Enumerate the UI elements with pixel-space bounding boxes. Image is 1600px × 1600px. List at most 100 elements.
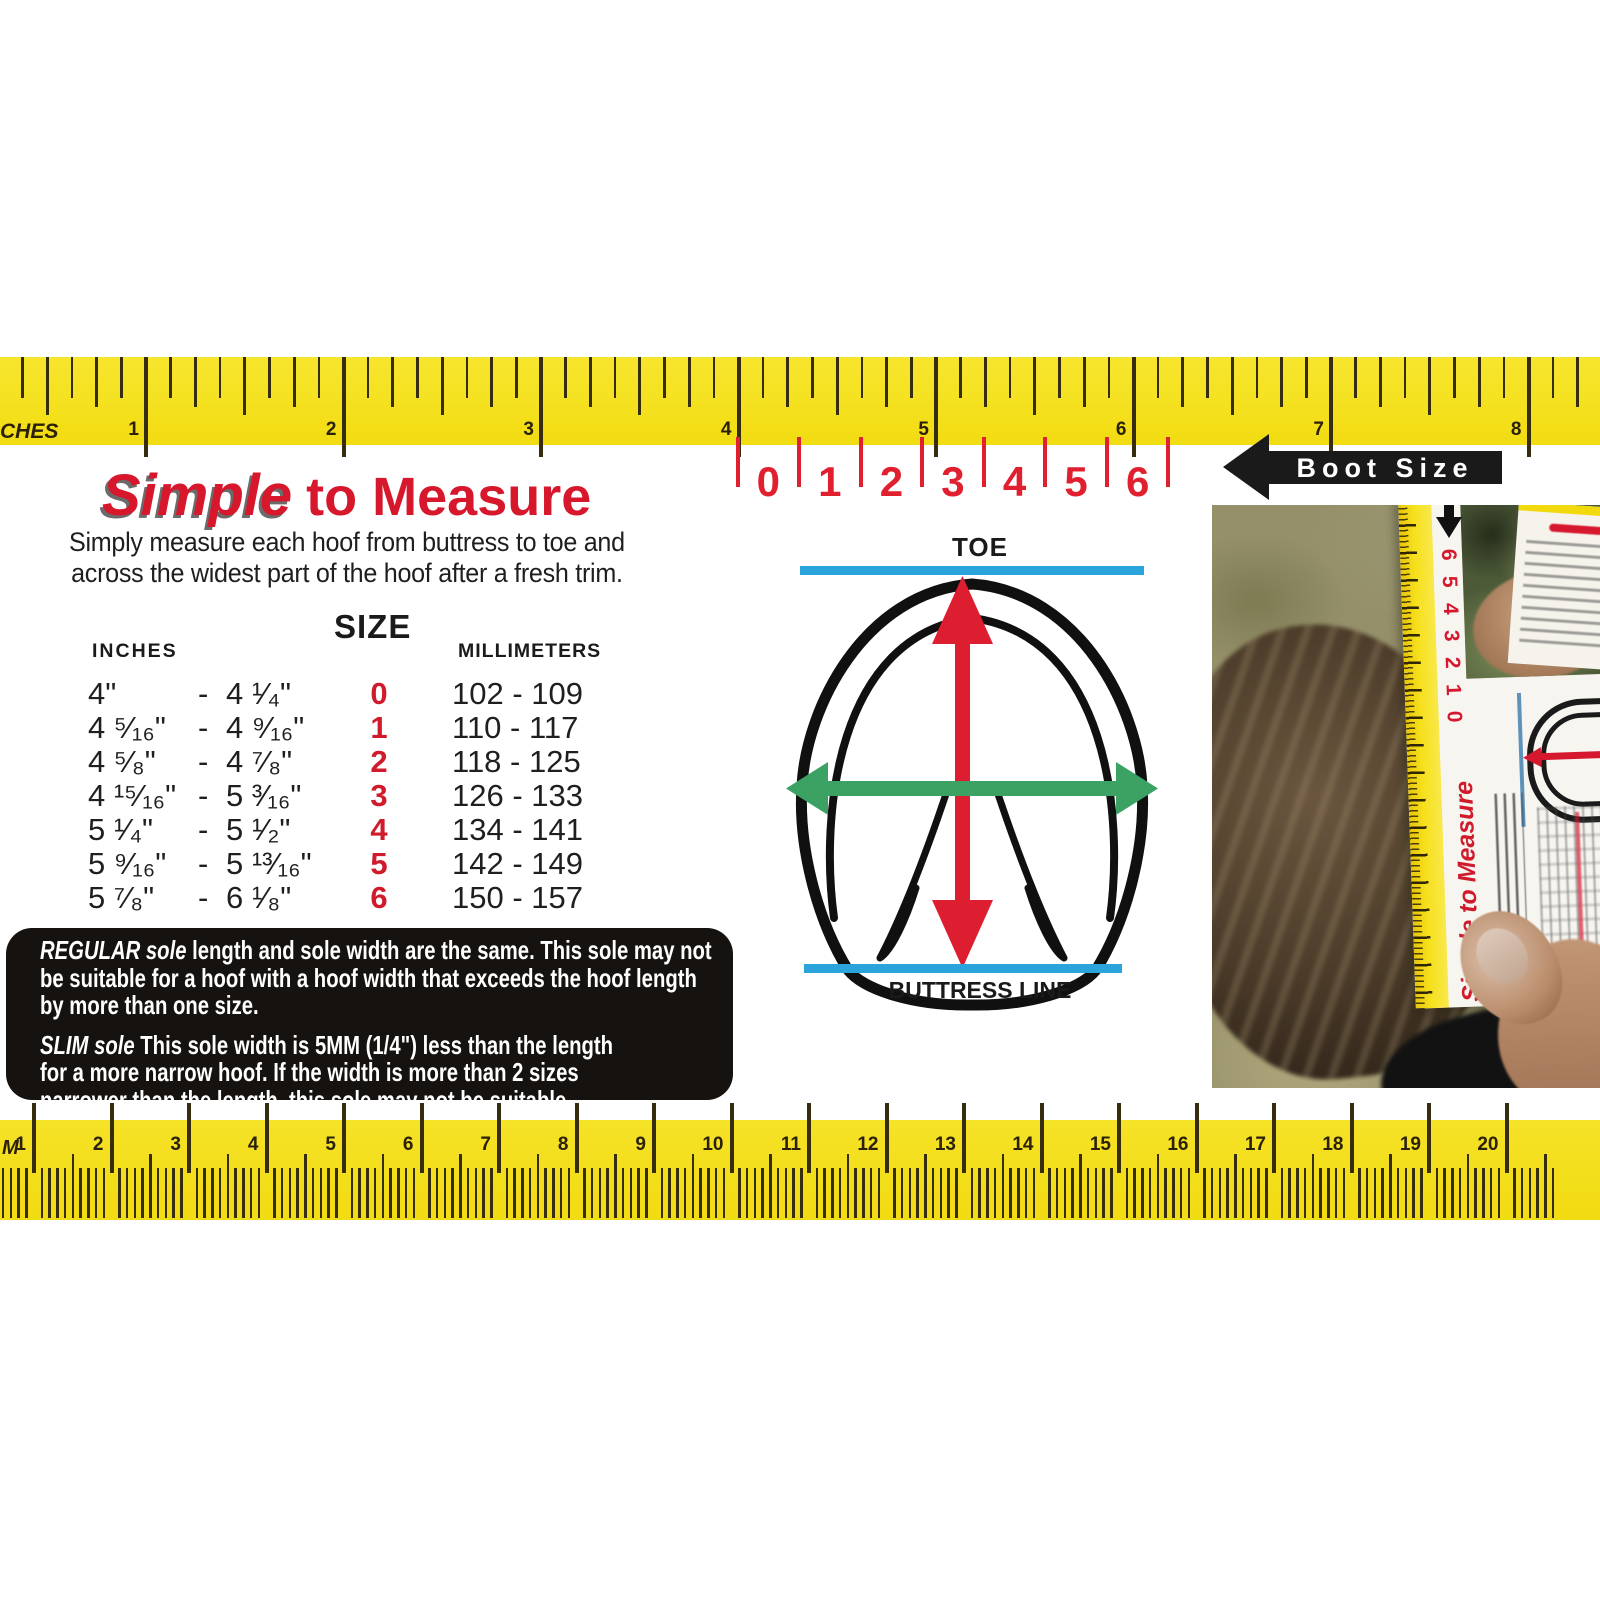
photo-card-paragraph-lines — [1494, 792, 1528, 926]
mm-tick — [869, 1168, 873, 1218]
mm-tick — [1048, 1168, 1051, 1218]
mm-tick — [1265, 1168, 1268, 1218]
mm-tick — [1358, 1168, 1361, 1218]
mm-tick — [1513, 1168, 1516, 1218]
mm-tick — [536, 1154, 539, 1218]
mm-tick — [242, 1168, 245, 1218]
ruler-tick — [1058, 357, 1061, 398]
cell-size: 5 — [370, 846, 388, 881]
mm-tick — [955, 1168, 958, 1218]
mm-tick — [1257, 1168, 1260, 1218]
cell-size: 2 — [370, 744, 388, 779]
mm-tick — [505, 1168, 508, 1218]
ruler-tick — [1477, 357, 1481, 407]
mm-tick — [48, 1168, 51, 1218]
cm-number: 5 — [325, 1134, 336, 1155]
ruler-tick — [1033, 357, 1037, 415]
mm-tick — [1404, 1168, 1407, 1218]
mm-tick — [1311, 1154, 1314, 1218]
mm-tick — [94, 1168, 98, 1218]
mm-tick — [544, 1168, 547, 1218]
boot-size-arrow-label: Boot Size — [1268, 451, 1502, 484]
subtitle: Simply measure each hoof from buttress t… — [40, 527, 654, 589]
photo-card-size-number: 6 — [1436, 548, 1461, 562]
cm-number: 9 — [635, 1134, 646, 1155]
cell-dash: - — [198, 846, 209, 881]
column-header-size: SIZE — [334, 608, 412, 645]
cell-size: 4 — [370, 812, 388, 847]
mm-tick — [846, 1154, 849, 1218]
mm-tick — [56, 1168, 59, 1218]
mm-tick — [769, 1154, 772, 1218]
ruler-number: 1 — [128, 419, 139, 440]
cell-mm: 142 - 149 — [452, 846, 583, 881]
mm-tick — [1234, 1154, 1237, 1218]
mm-tick — [1024, 1168, 1028, 1218]
mm-tick — [1303, 1168, 1307, 1218]
ruler-tick — [860, 357, 864, 398]
cell-dash: - — [198, 710, 209, 745]
mm-tick — [521, 1168, 524, 1218]
ruler-tick — [292, 357, 296, 407]
cm-tick — [1272, 1103, 1276, 1173]
mm-tick — [71, 1154, 74, 1218]
ruler-tick — [1107, 357, 1111, 398]
mm-tick — [459, 1154, 462, 1218]
inset-card-title-mark — [1548, 523, 1600, 536]
ruler-tick — [440, 357, 444, 415]
ruler-number: 7 — [1313, 419, 1324, 440]
mm-tick — [335, 1168, 338, 1218]
mm-tick — [373, 1168, 377, 1218]
mm-tick — [397, 1168, 400, 1218]
mm-tick — [1148, 1168, 1152, 1218]
photo-card-inset-photo — [1459, 505, 1600, 679]
cm-tick — [497, 1103, 501, 1173]
ruler-tick — [736, 357, 741, 457]
cell-dash: - — [198, 880, 209, 915]
cm-tick — [1194, 1103, 1199, 1173]
cell-dash: - — [198, 778, 209, 813]
ruler-tick — [45, 357, 49, 415]
mm-tick — [1164, 1168, 1167, 1218]
mm-tick — [838, 1168, 842, 1218]
cell-from: 4 ¹⁵⁄₁₆" — [88, 778, 177, 813]
ruler-tick — [416, 357, 419, 398]
boot-size-tick — [1166, 437, 1171, 487]
ruler-tick — [1131, 357, 1136, 457]
mm-tick — [319, 1168, 322, 1218]
mm-tick — [482, 1168, 485, 1218]
cell-mm: 102 - 109 — [452, 676, 583, 711]
mm-tick — [924, 1154, 927, 1218]
mm-tick — [9, 1168, 12, 1218]
mm-tick — [1249, 1168, 1252, 1218]
cm-number: 11 — [780, 1134, 801, 1155]
ruler-number: 5 — [918, 419, 929, 440]
inset-mini-card — [1507, 505, 1600, 671]
ruler-tick — [1255, 357, 1259, 398]
ruler-number: 2 — [325, 419, 337, 440]
ruler-tick — [663, 357, 666, 398]
sole-notes-text: REGULAR sole length and sole width are t… — [40, 936, 726, 1100]
mm-tick — [1133, 1168, 1136, 1218]
photo-card-size-number: 4 — [1438, 602, 1463, 615]
mm-tick — [1032, 1168, 1035, 1218]
photo-card-size-number: 1 — [1441, 683, 1465, 696]
mm-tick — [761, 1168, 764, 1218]
cm-number: 20 — [1477, 1134, 1499, 1155]
ruler-tick — [366, 357, 370, 398]
mm-tick — [257, 1168, 260, 1218]
cm-tick — [1427, 1103, 1431, 1173]
boot-size-number: 6 — [1125, 458, 1150, 505]
cm-number: 18 — [1322, 1134, 1344, 1155]
ruler-tick — [910, 357, 913, 398]
mm-tick — [1412, 1168, 1415, 1218]
mm-tick — [1172, 1168, 1175, 1218]
boot-size-number: 4 — [1002, 458, 1027, 505]
ruler-tick — [613, 357, 617, 398]
mm-tick — [1071, 1168, 1074, 1218]
ruler-tick — [885, 357, 889, 407]
ruler-tick — [465, 357, 469, 398]
width-arrow — [786, 762, 1158, 815]
cell-to: 5 ¹⁄₂" — [226, 812, 291, 847]
